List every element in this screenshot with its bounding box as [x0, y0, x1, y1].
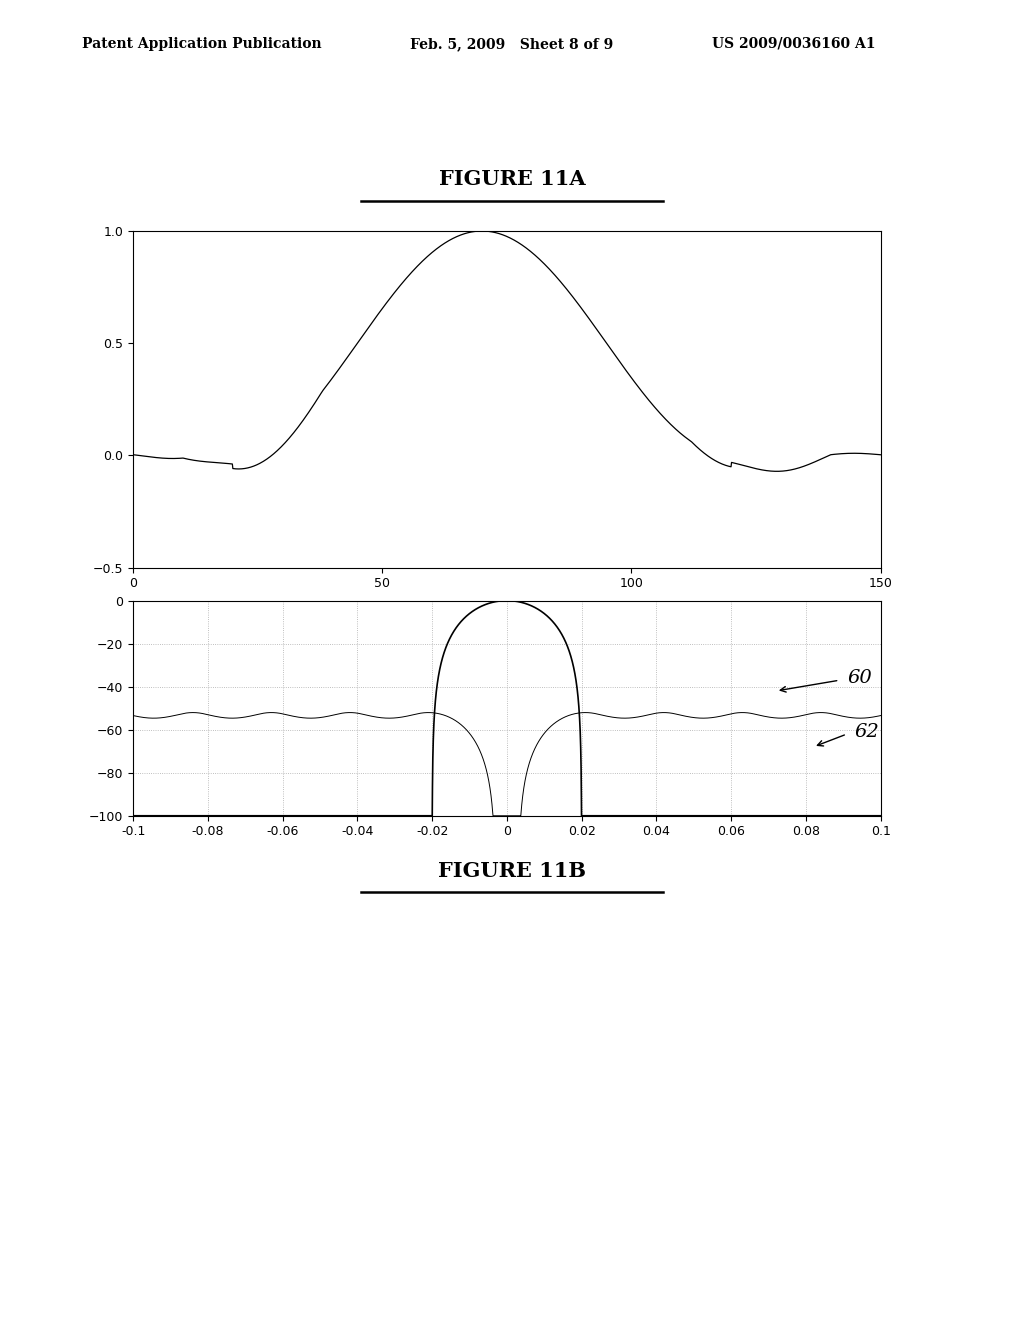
Text: Patent Application Publication: Patent Application Publication: [82, 37, 322, 51]
Text: US 2009/0036160 A1: US 2009/0036160 A1: [712, 37, 876, 51]
Text: 62: 62: [854, 723, 880, 741]
Text: Feb. 5, 2009   Sheet 8 of 9: Feb. 5, 2009 Sheet 8 of 9: [410, 37, 612, 51]
Text: FIGURE 11B: FIGURE 11B: [438, 861, 586, 880]
Text: FIGURE 11A: FIGURE 11A: [438, 169, 586, 189]
Text: 60: 60: [847, 669, 871, 686]
